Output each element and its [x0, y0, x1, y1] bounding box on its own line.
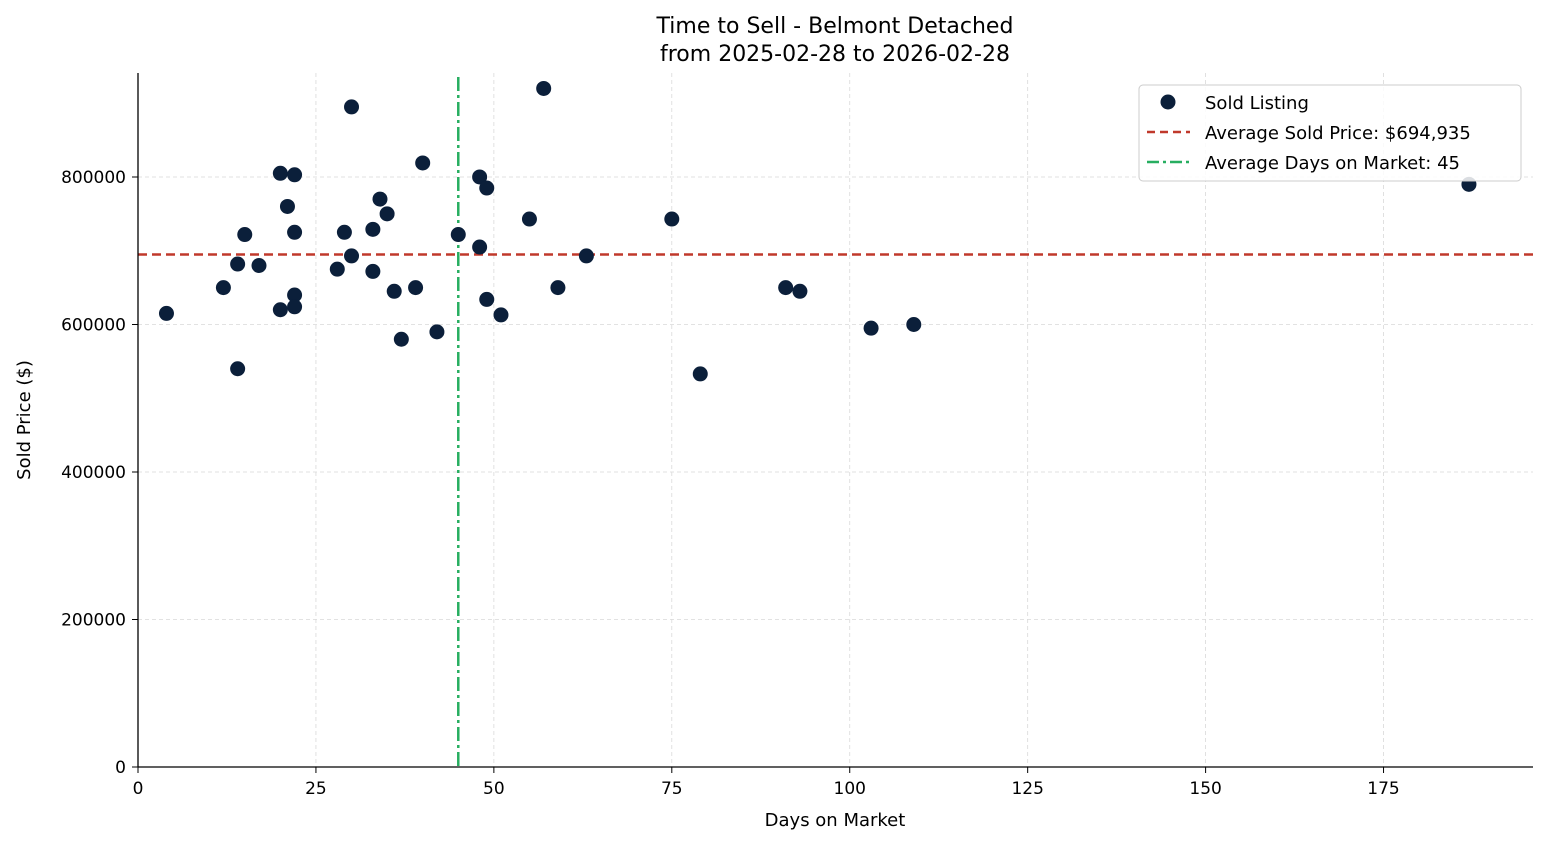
data-point [493, 307, 509, 323]
y-tick-label: 0 [115, 758, 126, 778]
data-point [393, 331, 409, 347]
data-point [365, 221, 381, 237]
data-point [778, 280, 794, 296]
reference-lines [138, 77, 1533, 767]
data-point [336, 224, 352, 240]
data-point [251, 257, 267, 273]
data-point [158, 305, 174, 321]
legend-label-sold-listing: Sold Listing [1205, 93, 1309, 114]
data-point [272, 165, 288, 181]
data-point [329, 261, 345, 277]
chart-title: Time to Sell - Belmont Detached [656, 14, 1014, 39]
legend: Sold Listing Average Sold Price: $694,93… [1138, 84, 1522, 182]
legend-label-avg-price: Average Sold Price: $694,935 [1205, 123, 1471, 144]
data-point [287, 167, 303, 183]
data-point [664, 211, 680, 227]
data-point [215, 280, 231, 296]
data-point [863, 320, 879, 336]
data-point [450, 227, 466, 243]
x-tick-label: 175 [1367, 779, 1399, 799]
data-point [550, 280, 566, 296]
y-tick-label: 600000 [61, 315, 126, 335]
x-tick-label: 75 [661, 779, 683, 799]
data-point [792, 283, 808, 299]
legend-label-avg-days: Average Days on Market: 45 [1205, 153, 1460, 174]
x-tick-label: 0 [133, 779, 144, 799]
data-point [344, 99, 360, 115]
x-tick-label: 150 [1189, 779, 1221, 799]
data-point [479, 180, 495, 196]
data-point [906, 316, 922, 332]
data-point [287, 299, 303, 315]
x-tick-label: 125 [1011, 779, 1043, 799]
x-axis-label: Days on Market [765, 810, 906, 831]
data-point [372, 191, 388, 207]
y-tick-label: 400000 [61, 463, 126, 483]
data-point [230, 256, 246, 272]
y-tick-label: 800000 [61, 168, 126, 188]
axes: 0 25 50 75 100 125 150 175 0 200000 400000 600000 80… [61, 73, 1533, 799]
data-point [415, 155, 431, 171]
data-point [287, 287, 303, 303]
data-point [479, 291, 495, 307]
data-point [408, 280, 424, 296]
data-point [272, 302, 288, 318]
legend-marker-sold-listing [1160, 94, 1176, 110]
data-point [237, 227, 253, 243]
y-axis-label: Sold Price ($) [14, 360, 35, 480]
data-point [692, 366, 708, 382]
data-point [472, 169, 488, 185]
data-point [578, 248, 594, 264]
data-point [379, 206, 395, 222]
data-point [472, 239, 488, 255]
data-point [279, 198, 295, 214]
data-point [344, 248, 360, 264]
data-point [287, 224, 303, 240]
x-tick-label: 50 [483, 779, 505, 799]
chart-subtitle: from 2025-02-28 to 2026-02-28 [660, 42, 1010, 67]
x-tick-label: 100 [834, 779, 866, 799]
data-point [230, 361, 246, 377]
grid [138, 73, 1533, 767]
x-tick-label: 25 [305, 779, 327, 799]
data-point [386, 283, 402, 299]
data-points [158, 80, 1477, 382]
data-point [365, 263, 381, 279]
data-point [536, 80, 552, 96]
data-point [521, 211, 537, 227]
legend-box [1138, 84, 1522, 182]
data-point [429, 324, 445, 340]
y-tick-label: 200000 [61, 610, 126, 630]
